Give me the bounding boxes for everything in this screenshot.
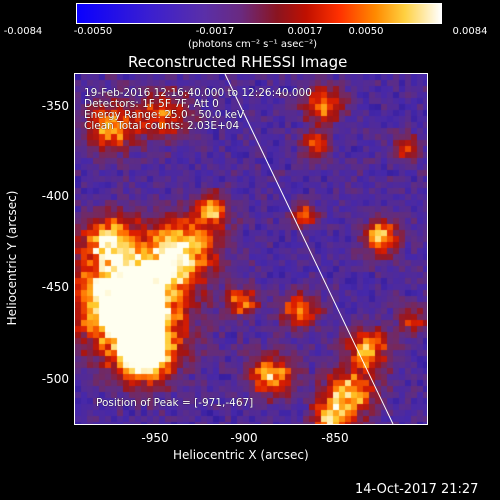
y-tick: -400 [41, 189, 69, 203]
plot-area: 19-Feb-2016 12:16:40.000 to 12:26:40.000… [74, 73, 428, 425]
rhessi-image [75, 74, 427, 424]
colorbar-units: (photons cm⁻² s⁻¹ asec⁻²) [188, 39, 318, 50]
colorbar-tick: -0.0017 [195, 26, 235, 37]
info-line-3: Energy Range: 25.0 - 50.0 keV [84, 109, 245, 121]
colorbar-tick: 0.0084 [452, 26, 488, 37]
colorbar-tick: 0.0017 [287, 26, 323, 37]
x-tick: -900 [230, 431, 258, 445]
image-title: Reconstructed RHESSI Image [128, 53, 348, 71]
timestamp: 14-Oct-2017 21:27 [355, 482, 479, 497]
x-tick: -950 [141, 431, 169, 445]
x-axis-label: Heliocentric X (arcsec) [173, 448, 309, 462]
colorbar [76, 3, 442, 24]
solar-limb-line [224, 74, 394, 424]
colorbar-tick: -0.0084 [3, 26, 43, 37]
limb-overlay [224, 74, 394, 424]
y-tick: -500 [41, 372, 69, 386]
colorbar-tick: -0.0050 [73, 26, 113, 37]
y-axis-label: Heliocentric Y (arcsec) [5, 190, 19, 326]
info-line-1: 19-Feb-2016 12:16:40.000 to 12:26:40.000 [84, 87, 312, 99]
colorbar-tick: 0.0050 [348, 26, 384, 37]
info-line-4: Clean Total counts: 2.03E+04 [84, 120, 240, 132]
y-tick: -350 [41, 99, 69, 113]
x-tick: -850 [321, 431, 349, 445]
colorbar-ticks: -0.0084 -0.0050 -0.0017 0.0017 0.0050 0.… [0, 26, 500, 40]
info-line-2: Detectors: 1F 5F 7F, Att 0 [84, 98, 219, 110]
y-tick: -450 [41, 280, 69, 294]
peak-position: Position of Peak = [-971,-467] [96, 397, 254, 409]
